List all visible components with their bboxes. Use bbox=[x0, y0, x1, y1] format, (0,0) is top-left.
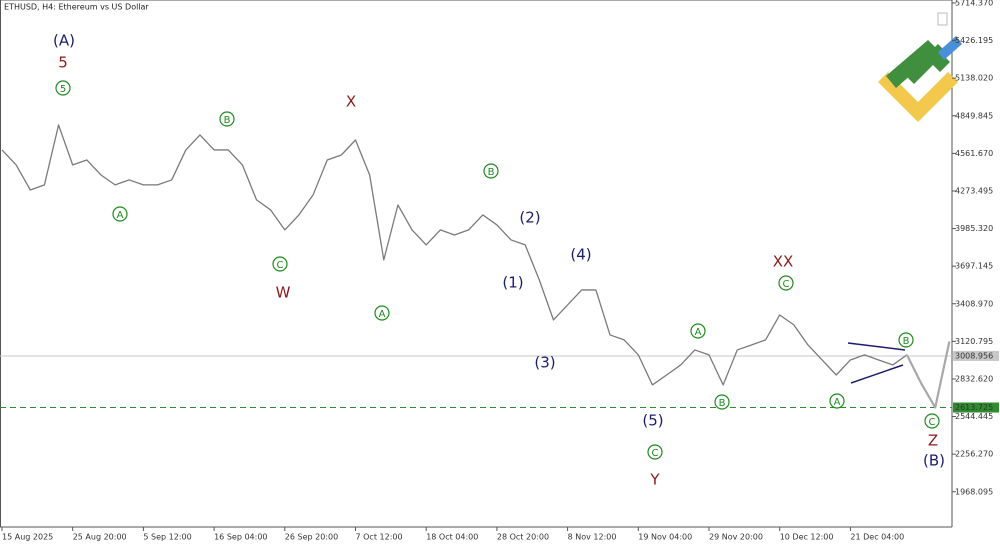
y-tick-label: 5138.020 bbox=[955, 74, 993, 83]
wave-label: B bbox=[719, 398, 726, 409]
wave-circle bbox=[272, 256, 288, 272]
x-tick-label: 5 Sep 12:00 bbox=[143, 533, 191, 542]
wave-circle bbox=[219, 111, 235, 127]
wave-circle bbox=[55, 80, 71, 96]
wave-label: B bbox=[903, 336, 910, 347]
x-tick-label: 16 Sep 04:00 bbox=[214, 533, 267, 542]
wave-label: C bbox=[929, 417, 936, 428]
x-tick-label: 29 Nov 20:00 bbox=[709, 533, 763, 542]
wave-circle bbox=[690, 323, 706, 339]
wave-circle bbox=[829, 393, 845, 409]
wave-circle bbox=[898, 332, 914, 348]
price-tag-label: 3008.956 bbox=[955, 351, 993, 360]
wave-circle bbox=[714, 394, 730, 410]
triangle-lower bbox=[850, 364, 904, 384]
y-tick-label: 5426.195 bbox=[955, 36, 993, 45]
y-tick-label: 4561.670 bbox=[955, 149, 993, 158]
wave-label: A bbox=[834, 397, 841, 408]
y-tick-label: 1968.095 bbox=[955, 487, 993, 496]
x-tick-label: 15 Aug 2025 bbox=[2, 533, 53, 542]
wave-label: A bbox=[117, 210, 124, 221]
wave-label: 5 bbox=[60, 84, 66, 95]
wave-label: W bbox=[276, 284, 291, 302]
x-tick-label: 8 Nov 12:00 bbox=[568, 533, 617, 542]
y-tick-label: 3120.795 bbox=[955, 337, 993, 346]
wave-label: (5) bbox=[642, 412, 663, 430]
wave-label: (B) bbox=[923, 452, 945, 470]
wave-label: (3) bbox=[534, 354, 555, 372]
wave-label: (2) bbox=[519, 209, 540, 227]
x-tick-label: 26 Sep 20:00 bbox=[285, 533, 338, 542]
y-tick-label: 2832.620 bbox=[955, 374, 993, 383]
wave-label: Y bbox=[649, 471, 660, 489]
wave-label: 5 bbox=[58, 54, 68, 72]
wave-label: B bbox=[224, 115, 231, 126]
wave-label: C bbox=[783, 279, 790, 290]
x-tick-label: 10 Dec 12:00 bbox=[780, 533, 834, 542]
x-tick-label: 19 Nov 04:00 bbox=[638, 533, 692, 542]
wave-circle bbox=[374, 305, 390, 321]
price-tag bbox=[953, 350, 999, 361]
y-tick-label: 4849.845 bbox=[955, 111, 993, 120]
y-tick-label: 3408.970 bbox=[955, 299, 993, 308]
wave-circle bbox=[778, 275, 794, 291]
logo bbox=[878, 36, 962, 122]
price-line-series bbox=[1, 124, 908, 386]
forecast-line bbox=[905, 341, 951, 409]
price-tag-label: 2613.725 bbox=[955, 403, 993, 412]
panel-icon bbox=[937, 12, 948, 26]
y-tick-label: 4273.495 bbox=[955, 186, 993, 195]
wave-circle bbox=[647, 444, 663, 460]
wave-circle bbox=[924, 413, 940, 429]
wave-label: A bbox=[379, 309, 386, 320]
x-tick-label: 28 Oct 20:00 bbox=[497, 533, 549, 542]
wave-label: (4) bbox=[570, 246, 591, 264]
wave-label: XX bbox=[773, 253, 794, 271]
x-tick-label: 25 Aug 20:00 bbox=[73, 533, 127, 542]
wave-label: (1) bbox=[502, 274, 523, 292]
wave-label: Z bbox=[928, 432, 938, 450]
price-tag bbox=[953, 402, 999, 413]
chart-title: ETHUSD, H4: Ethereum vs US Dollar bbox=[4, 3, 149, 12]
wave-label: (A) bbox=[53, 32, 75, 50]
triangle-upper bbox=[847, 342, 906, 351]
wave-circle bbox=[483, 163, 499, 179]
x-tick-label: 7 Oct 12:00 bbox=[356, 533, 403, 542]
x-tick-label: 18 Oct 04:00 bbox=[426, 533, 478, 542]
y-tick-label: 5714.370 bbox=[955, 0, 993, 7]
wave-label: C bbox=[652, 448, 659, 459]
wave-label: X bbox=[346, 93, 356, 111]
wave-label: A bbox=[695, 327, 702, 338]
wave-label: B bbox=[488, 167, 495, 178]
x-tick-label: 21 Dec 04:00 bbox=[850, 533, 904, 542]
y-tick-label: 2544.445 bbox=[955, 412, 993, 421]
y-tick-label: 2256.270 bbox=[955, 450, 993, 459]
wave-circle bbox=[112, 206, 128, 222]
y-tick-label: 3985.320 bbox=[955, 224, 993, 233]
wave-label: C bbox=[277, 260, 284, 271]
y-tick-label: 3697.145 bbox=[955, 262, 993, 271]
